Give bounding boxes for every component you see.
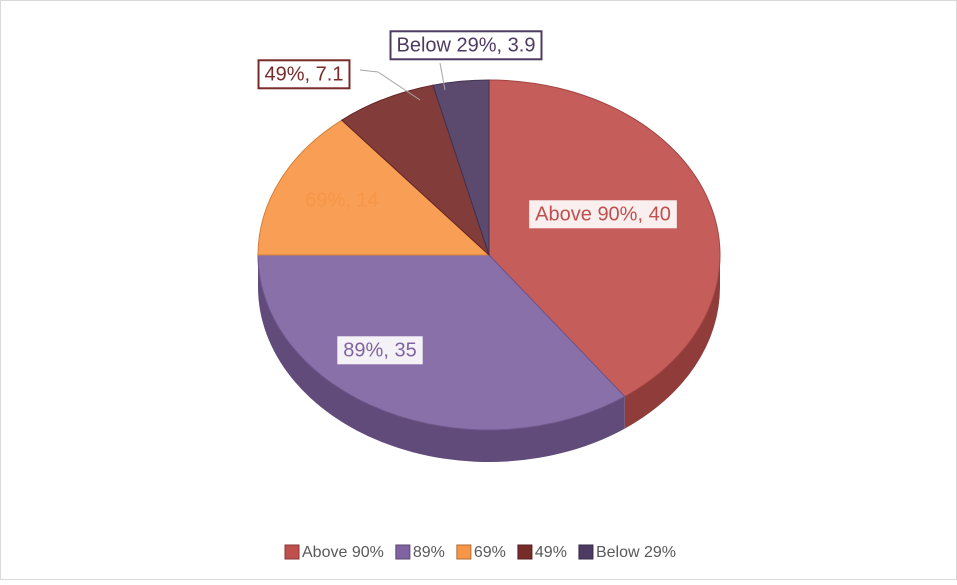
legend-swatch bbox=[517, 544, 533, 560]
pie-slice bbox=[488, 79, 721, 398]
data-label-box bbox=[337, 336, 423, 365]
leader-line bbox=[359, 69, 421, 101]
data-label: Above 90%, 40 bbox=[535, 203, 671, 225]
legend-label: Above 90% bbox=[302, 544, 384, 561]
pie-side bbox=[258, 255, 625, 462]
data-label: 69%, 14 bbox=[305, 189, 378, 211]
data-label: Below 29%, 3.9 bbox=[397, 34, 536, 56]
legend-label: Below 29% bbox=[596, 544, 676, 561]
data-label: 89%, 35 bbox=[343, 339, 416, 361]
data-label-box bbox=[389, 30, 543, 61]
pie-slice bbox=[257, 119, 491, 256]
pie-slice bbox=[340, 84, 491, 257]
leader-line bbox=[439, 62, 446, 91]
pie-slice bbox=[257, 254, 626, 431]
legend-swatch bbox=[456, 544, 472, 560]
data-label-box bbox=[257, 59, 351, 90]
legend-label: 69% bbox=[474, 544, 506, 561]
data-label: 49%, 7.1 bbox=[265, 63, 344, 85]
pie-slice bbox=[432, 79, 490, 256]
legend-swatch bbox=[395, 544, 411, 560]
legend-swatch bbox=[578, 544, 594, 560]
legend-swatch bbox=[284, 544, 300, 560]
data-label-box bbox=[529, 200, 677, 229]
legend-label: 49% bbox=[535, 544, 567, 561]
pie-side bbox=[624, 255, 720, 429]
legend-label: 89% bbox=[413, 544, 445, 561]
